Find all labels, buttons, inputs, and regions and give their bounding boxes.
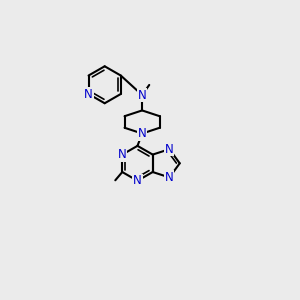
Text: N: N bbox=[118, 148, 127, 161]
Text: N: N bbox=[133, 174, 142, 187]
Text: N: N bbox=[165, 171, 174, 184]
Text: N: N bbox=[165, 143, 174, 156]
Text: N: N bbox=[84, 88, 93, 100]
Text: N: N bbox=[138, 88, 146, 101]
Text: N: N bbox=[138, 127, 146, 140]
